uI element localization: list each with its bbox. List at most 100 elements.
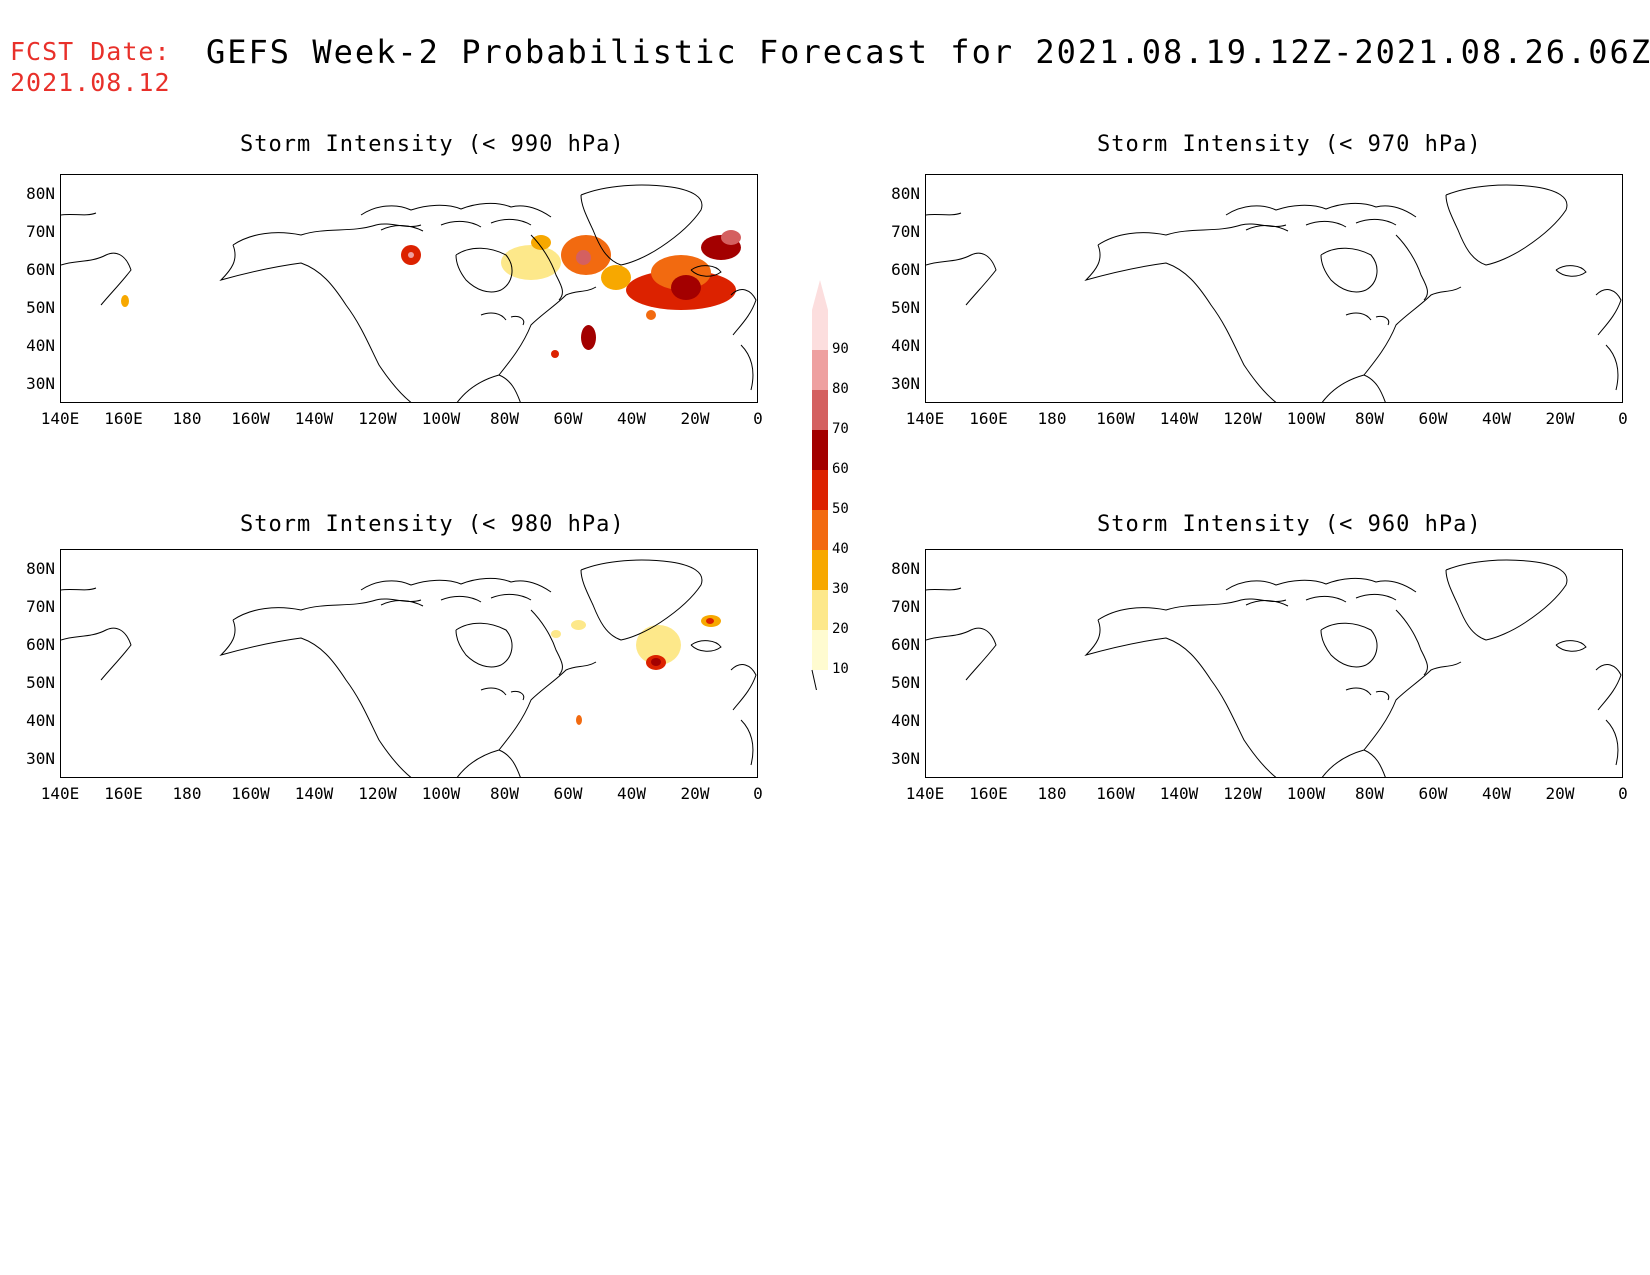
lon-tick-label: 120W	[358, 409, 397, 428]
lon-tick-label: 60W	[553, 409, 583, 428]
probability-shading	[706, 618, 714, 624]
lon-tick-label: 120W	[358, 784, 397, 803]
panel-title-990: Storm Intensity (< 990 hPa)	[240, 132, 625, 157]
map-panel-990	[60, 174, 758, 403]
lon-tick-label: 100W	[1286, 409, 1326, 428]
probability-shading	[671, 275, 701, 300]
coastline	[530, 609, 563, 676]
coastline	[1395, 609, 1428, 676]
coastline	[530, 234, 563, 301]
coastline	[580, 184, 703, 266]
forecast-date-block: FCST Date: 2021.08.12	[10, 36, 171, 98]
lon-tick-label: 140W	[1159, 409, 1199, 428]
lon-tick-label: 160E	[104, 409, 143, 428]
lon-tick-label: 80W	[1355, 409, 1384, 428]
colorbar-segment	[812, 630, 828, 670]
lat-tick-label: 70N	[26, 222, 55, 241]
lon-tick-label: 160E	[104, 784, 143, 803]
lon-tick-label: 100W	[1286, 784, 1326, 803]
coastline	[730, 664, 757, 766]
probability-shading	[551, 630, 561, 638]
probability-shading	[651, 658, 661, 666]
lon-tick-label: 0	[753, 784, 763, 803]
lat-tick-label: 70N	[891, 222, 920, 241]
probability-shading	[576, 715, 582, 725]
coastline	[1245, 218, 1397, 232]
lon-tick-label: 0	[1618, 409, 1628, 428]
coastline	[1321, 374, 1386, 402]
coastline	[1595, 289, 1622, 391]
lat-tick-label: 40N	[26, 336, 55, 355]
page-title: GEFS Week-2 Probabilistic Forecast for 2…	[206, 33, 1650, 71]
probability-shading	[721, 230, 741, 245]
lon-tick-label: 140E	[905, 409, 945, 428]
coastline	[1097, 223, 1287, 246]
lon-tick-label: 20W	[680, 409, 710, 428]
probability-shading	[581, 325, 596, 350]
coastline	[455, 622, 513, 668]
coastline	[219, 244, 412, 402]
lon-tick-label: 120W	[1223, 784, 1262, 803]
lon-tick-label: 160E	[969, 784, 1008, 803]
coastline	[1395, 234, 1428, 301]
forecast-date-label: FCST Date:	[10, 37, 171, 66]
panel-title-960: Storm Intensity (< 960 hPa)	[1097, 512, 1482, 537]
lat-tick-label: 50N	[891, 298, 920, 317]
lat-tick-label: 30N	[891, 749, 920, 768]
probability-shading	[531, 235, 551, 250]
coastline	[380, 593, 532, 607]
lat-tick-label: 70N	[26, 597, 55, 616]
colorbar-segment	[812, 310, 828, 350]
lat-tick-label: 40N	[891, 336, 920, 355]
lon-tick-label: 100W	[421, 409, 461, 428]
coastline	[456, 749, 521, 777]
lon-tick-label: 140W	[294, 409, 334, 428]
lon-tick-label: 180	[1037, 784, 1067, 803]
map-canvas	[926, 559, 1622, 777]
coastline	[1363, 661, 1462, 751]
lat-tick-label: 30N	[26, 374, 55, 393]
panel-title-980: Storm Intensity (< 980 hPa)	[240, 512, 625, 537]
lat-tick-label: 40N	[891, 711, 920, 730]
lon-tick-label: 140E	[40, 409, 80, 428]
coastline	[926, 212, 997, 306]
coastline	[1445, 184, 1568, 266]
lon-tick-label: 180	[1037, 409, 1067, 428]
colorbar-level-label: 90	[832, 341, 849, 357]
colorbar-level-label: 40	[832, 541, 849, 557]
coastline	[1345, 312, 1390, 326]
coastline	[1555, 265, 1587, 277]
lat-tick-label: 80N	[891, 559, 920, 578]
probability-shading	[601, 265, 631, 290]
probability-shading	[571, 620, 586, 630]
lon-tick-label: 180	[172, 409, 202, 428]
coastline	[1320, 247, 1378, 293]
colorbar-level-label: 50	[832, 501, 849, 517]
coastline	[1363, 286, 1462, 376]
lon-tick-label: 160W	[1096, 784, 1135, 803]
colorbar-segment	[812, 510, 828, 550]
lat-tick-label: 80N	[891, 184, 920, 203]
lon-tick-label: 140W	[294, 784, 334, 803]
map-canvas	[61, 184, 757, 402]
lat-tick-label: 70N	[891, 597, 920, 616]
lon-tick-label: 80W	[490, 784, 519, 803]
coastline	[232, 223, 422, 246]
coastline	[498, 661, 597, 751]
lon-tick-label: 140E	[40, 784, 80, 803]
lon-tick-label: 140W	[1159, 784, 1199, 803]
coastline	[380, 218, 532, 232]
map-panel-960	[925, 549, 1623, 778]
coastline	[1225, 202, 1417, 218]
coastline	[61, 212, 132, 306]
lon-tick-label: 0	[753, 409, 763, 428]
map-panel-980	[60, 549, 758, 778]
lon-tick-label: 20W	[1545, 784, 1575, 803]
coastline	[498, 286, 597, 376]
lat-tick-label: 80N	[26, 184, 55, 203]
lon-tick-label: 160W	[231, 784, 270, 803]
lon-tick-label: 0	[1618, 784, 1628, 803]
colorbar-segment	[812, 550, 828, 590]
coastline	[480, 312, 525, 326]
colorbar-level-label: 30	[832, 581, 849, 597]
